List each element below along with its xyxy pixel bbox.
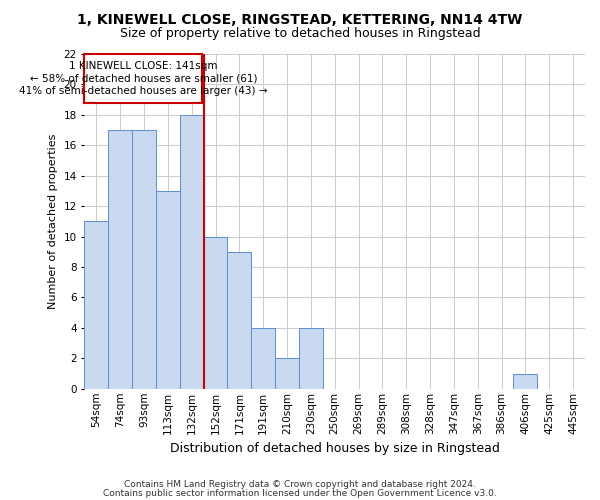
Bar — [275, 358, 299, 389]
Text: 1, KINEWELL CLOSE, RINGSTEAD, KETTERING, NN14 4TW: 1, KINEWELL CLOSE, RINGSTEAD, KETTERING,… — [77, 12, 523, 26]
Bar — [85, 222, 108, 389]
Bar — [203, 236, 227, 389]
Bar — [251, 328, 275, 389]
Y-axis label: Number of detached properties: Number of detached properties — [48, 134, 58, 309]
Bar — [299, 328, 323, 389]
Bar — [132, 130, 156, 389]
X-axis label: Distribution of detached houses by size in Ringstead: Distribution of detached houses by size … — [170, 442, 500, 455]
Text: 1 KINEWELL CLOSE: 141sqm: 1 KINEWELL CLOSE: 141sqm — [69, 61, 218, 71]
Text: 41% of semi-detached houses are larger (43) →: 41% of semi-detached houses are larger (… — [19, 86, 268, 96]
Bar — [180, 115, 203, 389]
Bar — [227, 252, 251, 389]
Text: ← 58% of detached houses are smaller (61): ← 58% of detached houses are smaller (61… — [29, 73, 257, 83]
Text: Contains public sector information licensed under the Open Government Licence v3: Contains public sector information licen… — [103, 490, 497, 498]
Text: Contains HM Land Registry data © Crown copyright and database right 2024.: Contains HM Land Registry data © Crown c… — [124, 480, 476, 489]
Bar — [108, 130, 132, 389]
Bar — [514, 374, 538, 389]
FancyBboxPatch shape — [85, 54, 202, 102]
Bar — [156, 191, 180, 389]
Text: Size of property relative to detached houses in Ringstead: Size of property relative to detached ho… — [119, 28, 481, 40]
